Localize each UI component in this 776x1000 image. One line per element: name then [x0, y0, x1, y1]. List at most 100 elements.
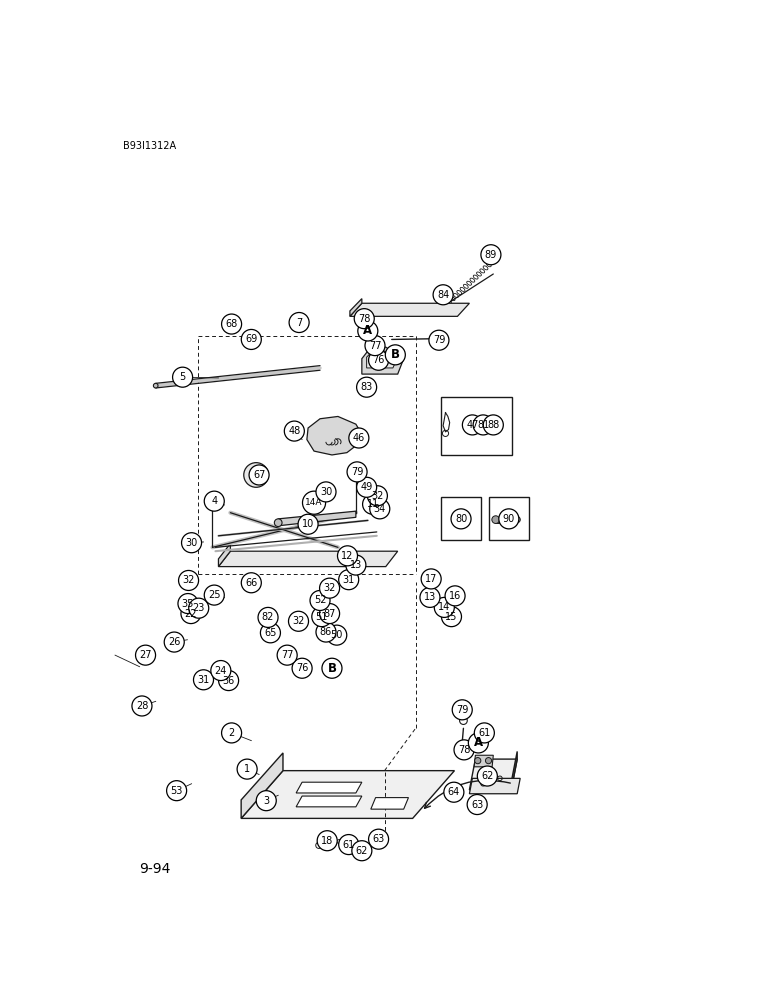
Text: 50: 50: [331, 630, 343, 640]
Text: 68: 68: [226, 319, 237, 329]
Circle shape: [167, 781, 186, 801]
Circle shape: [277, 645, 297, 665]
Circle shape: [462, 415, 483, 435]
Circle shape: [338, 546, 358, 566]
Text: 48: 48: [288, 426, 300, 436]
Circle shape: [284, 421, 304, 441]
Text: 63: 63: [471, 800, 483, 810]
Circle shape: [275, 519, 282, 527]
Circle shape: [303, 491, 326, 514]
Circle shape: [258, 607, 278, 627]
Polygon shape: [469, 778, 520, 794]
Text: 61: 61: [478, 728, 490, 738]
Text: 23: 23: [192, 603, 205, 613]
Polygon shape: [296, 796, 362, 807]
Text: 4: 4: [211, 496, 217, 506]
Text: 78: 78: [358, 314, 370, 324]
Circle shape: [442, 607, 462, 627]
Circle shape: [327, 625, 347, 645]
Text: 81: 81: [477, 420, 490, 430]
Polygon shape: [350, 303, 469, 316]
Text: 26: 26: [168, 637, 180, 647]
Circle shape: [370, 499, 390, 519]
Text: 16: 16: [449, 591, 461, 601]
Text: 67: 67: [253, 470, 265, 480]
Text: 53: 53: [171, 786, 183, 796]
Circle shape: [320, 578, 340, 598]
Circle shape: [369, 829, 389, 849]
Circle shape: [514, 517, 520, 523]
Text: 7: 7: [296, 318, 302, 328]
Polygon shape: [241, 753, 283, 818]
Circle shape: [429, 330, 449, 350]
Text: 69: 69: [245, 334, 258, 344]
Circle shape: [473, 415, 494, 435]
Polygon shape: [511, 751, 517, 790]
Polygon shape: [350, 299, 362, 316]
Text: 84: 84: [437, 290, 449, 300]
Text: 83: 83: [361, 382, 372, 392]
Text: 62: 62: [355, 846, 368, 856]
Text: 77: 77: [369, 341, 381, 351]
Text: 32: 32: [324, 583, 336, 593]
Circle shape: [154, 383, 158, 388]
Circle shape: [289, 312, 309, 333]
Circle shape: [256, 791, 276, 811]
Circle shape: [317, 831, 338, 851]
Text: 32: 32: [182, 575, 195, 585]
Circle shape: [475, 758, 481, 764]
Circle shape: [469, 733, 488, 753]
Text: 18: 18: [321, 836, 334, 846]
Circle shape: [444, 782, 464, 802]
Circle shape: [352, 841, 372, 861]
Polygon shape: [362, 347, 404, 374]
Circle shape: [365, 336, 385, 356]
Text: 13: 13: [424, 592, 436, 602]
Circle shape: [357, 377, 376, 397]
Text: A: A: [363, 324, 372, 337]
Text: 32: 32: [293, 616, 305, 626]
Circle shape: [477, 766, 497, 786]
Circle shape: [204, 585, 224, 605]
Text: 77: 77: [281, 650, 293, 660]
Polygon shape: [296, 782, 362, 793]
Circle shape: [178, 594, 198, 614]
Circle shape: [483, 415, 504, 435]
Text: 46: 46: [353, 433, 365, 443]
Circle shape: [241, 329, 262, 349]
Text: 12: 12: [341, 551, 354, 561]
Circle shape: [467, 795, 487, 815]
Circle shape: [486, 758, 492, 764]
Text: 90: 90: [503, 514, 515, 524]
Circle shape: [165, 632, 184, 652]
Circle shape: [181, 604, 201, 624]
Text: 88: 88: [487, 420, 500, 430]
Polygon shape: [371, 798, 408, 809]
Text: 28: 28: [136, 701, 148, 711]
Text: 11: 11: [366, 499, 379, 509]
Text: 35: 35: [182, 599, 194, 609]
Circle shape: [420, 587, 440, 607]
Circle shape: [349, 428, 369, 448]
Text: 30: 30: [320, 487, 332, 497]
Text: 66: 66: [245, 578, 258, 588]
Circle shape: [358, 321, 378, 341]
Circle shape: [189, 598, 209, 618]
Circle shape: [316, 482, 336, 502]
Text: 34: 34: [374, 504, 386, 514]
FancyBboxPatch shape: [489, 497, 529, 540]
Text: 52: 52: [314, 595, 326, 605]
Text: 13: 13: [350, 560, 362, 570]
Circle shape: [367, 486, 387, 506]
Text: 17: 17: [425, 574, 438, 584]
Text: 49: 49: [361, 482, 372, 492]
Text: B93I1312A: B93I1312A: [123, 141, 176, 151]
Text: 30: 30: [185, 538, 198, 548]
Text: 22: 22: [185, 609, 197, 619]
Text: 1: 1: [244, 764, 250, 774]
Text: 5: 5: [179, 372, 185, 382]
Circle shape: [474, 723, 494, 743]
Circle shape: [421, 569, 442, 589]
Circle shape: [219, 671, 238, 691]
Text: 82: 82: [262, 612, 274, 622]
